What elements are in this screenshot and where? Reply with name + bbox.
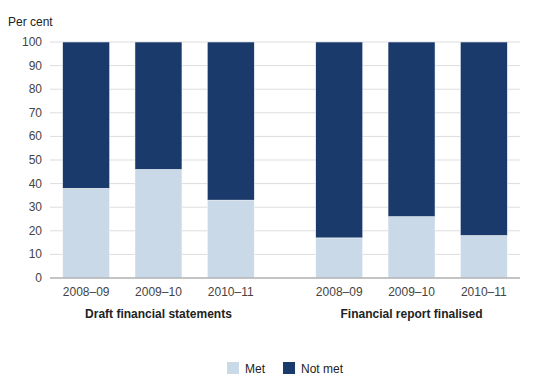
x-tick-label: 2010–11	[208, 285, 254, 299]
chart-svg: 0 10 20 30 40 50 60 70 80 90 100 2008–09 2009–10 2010…	[0, 0, 540, 390]
legend-label: Met	[245, 362, 266, 376]
bar-segment	[388, 42, 435, 217]
grid-line	[50, 89, 520, 90]
y-tick-label: 20	[29, 224, 43, 238]
legend-label: Not met	[301, 362, 344, 376]
bar-segment	[316, 42, 363, 238]
x-tick-label: 2009–10	[388, 285, 435, 299]
y-tick-label: 0	[35, 271, 42, 285]
grid-line	[50, 136, 520, 137]
grid-line	[50, 42, 520, 43]
y-tick-label: 40	[29, 177, 43, 191]
bar-segment	[460, 42, 507, 236]
bar-segment	[460, 236, 507, 278]
x-tick-label: 2010–11	[461, 285, 507, 299]
legend-swatch	[227, 362, 239, 374]
x-tick-label: 2009–10	[135, 285, 182, 299]
y-axis-label: Per cent	[8, 15, 53, 29]
y-tick-label: 30	[29, 200, 43, 214]
grid-line	[50, 160, 520, 161]
bar-segment	[135, 42, 182, 169]
bar-segment	[63, 42, 110, 188]
grid-line	[50, 183, 520, 184]
x-tick-label: 2008–09	[63, 285, 110, 299]
grid-line	[50, 207, 520, 208]
y-tick-label: 90	[29, 59, 43, 73]
y-tick-label: 80	[29, 82, 43, 96]
legend: Met Not met	[227, 362, 344, 376]
y-tick-label: 50	[29, 153, 43, 167]
grid-line	[50, 112, 520, 113]
grid-line	[50, 230, 520, 231]
group-label: Draft financial statements	[85, 307, 232, 321]
bar-segment	[388, 217, 435, 278]
y-tick-label: 10	[29, 247, 43, 261]
x-axis-line	[50, 278, 520, 279]
y-tick-label: 100	[22, 35, 42, 49]
chart-container: 0 10 20 30 40 50 60 70 80 90 100 2008–09 2009–10 2010…	[0, 0, 540, 390]
bar-segment	[135, 169, 182, 278]
y-tick-label: 70	[29, 106, 43, 120]
bars	[63, 42, 508, 278]
legend-swatch	[283, 362, 295, 374]
grid-line	[50, 254, 520, 255]
y-tick-label: 60	[29, 129, 43, 143]
group-label: Financial report finalised	[341, 307, 483, 321]
grid-line	[50, 278, 520, 279]
bar-segment	[207, 42, 254, 200]
bar-segment	[63, 188, 110, 278]
bar-segment	[316, 238, 363, 278]
grid	[50, 42, 520, 278]
bar-segment	[207, 200, 254, 278]
grid-line	[50, 65, 520, 66]
x-tick-label: 2008–09	[316, 285, 363, 299]
